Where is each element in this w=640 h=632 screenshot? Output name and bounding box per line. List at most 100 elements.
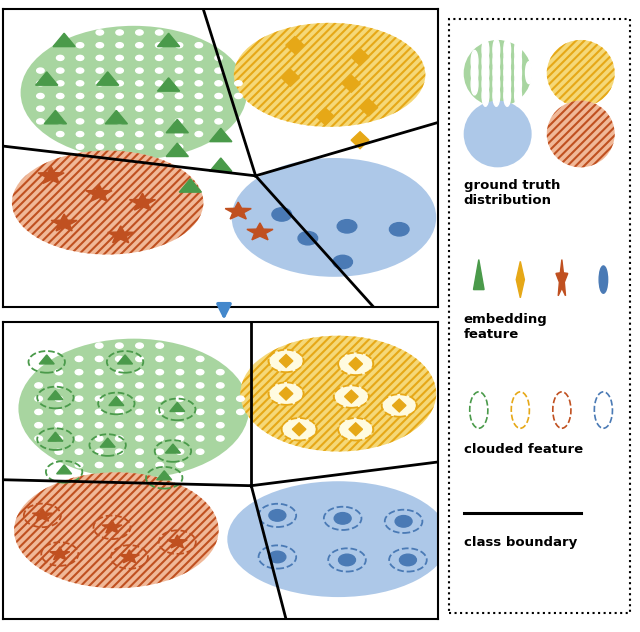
- Polygon shape: [210, 128, 232, 142]
- Circle shape: [237, 396, 244, 401]
- Circle shape: [136, 106, 143, 111]
- Circle shape: [196, 370, 204, 375]
- Circle shape: [136, 42, 143, 48]
- Circle shape: [36, 94, 44, 99]
- Polygon shape: [105, 111, 127, 124]
- Circle shape: [56, 119, 64, 124]
- Circle shape: [55, 370, 63, 375]
- Circle shape: [136, 94, 143, 99]
- Circle shape: [504, 51, 511, 72]
- Circle shape: [156, 356, 163, 362]
- Circle shape: [136, 423, 143, 428]
- Circle shape: [482, 62, 489, 83]
- Polygon shape: [39, 355, 54, 364]
- Polygon shape: [474, 260, 484, 289]
- Circle shape: [156, 106, 163, 111]
- Circle shape: [96, 94, 104, 99]
- Circle shape: [116, 30, 124, 35]
- Ellipse shape: [227, 481, 449, 597]
- Circle shape: [96, 106, 104, 111]
- Circle shape: [504, 39, 511, 61]
- Polygon shape: [38, 166, 64, 183]
- Polygon shape: [48, 391, 63, 399]
- Circle shape: [156, 94, 163, 99]
- Circle shape: [175, 81, 183, 86]
- Polygon shape: [286, 37, 304, 54]
- Polygon shape: [351, 131, 369, 149]
- Circle shape: [76, 68, 84, 73]
- Circle shape: [175, 94, 183, 99]
- Circle shape: [136, 370, 143, 375]
- Text: embedding
feature: embedding feature: [463, 313, 547, 341]
- Circle shape: [215, 119, 222, 124]
- Circle shape: [75, 463, 83, 468]
- Circle shape: [176, 356, 184, 362]
- Circle shape: [156, 42, 163, 48]
- Polygon shape: [157, 471, 172, 480]
- Circle shape: [76, 94, 84, 99]
- Circle shape: [504, 73, 511, 95]
- Polygon shape: [279, 355, 293, 367]
- Circle shape: [215, 106, 222, 111]
- Circle shape: [196, 423, 204, 428]
- Circle shape: [75, 383, 83, 388]
- Circle shape: [195, 94, 202, 99]
- Circle shape: [116, 436, 123, 441]
- Circle shape: [116, 42, 124, 48]
- Ellipse shape: [12, 150, 204, 255]
- Circle shape: [96, 119, 104, 124]
- Circle shape: [156, 68, 163, 73]
- Circle shape: [390, 222, 409, 236]
- Circle shape: [515, 85, 522, 106]
- Circle shape: [95, 396, 103, 401]
- Circle shape: [116, 449, 123, 454]
- Circle shape: [75, 410, 83, 415]
- Circle shape: [95, 449, 103, 454]
- Circle shape: [75, 370, 83, 375]
- Circle shape: [56, 56, 64, 61]
- Polygon shape: [33, 508, 52, 521]
- Circle shape: [482, 73, 489, 95]
- Ellipse shape: [234, 23, 426, 127]
- Polygon shape: [100, 438, 115, 447]
- Circle shape: [195, 106, 202, 111]
- Circle shape: [35, 396, 42, 401]
- Circle shape: [136, 449, 143, 454]
- Circle shape: [116, 423, 123, 428]
- Circle shape: [196, 449, 204, 454]
- Circle shape: [116, 383, 123, 388]
- Circle shape: [156, 396, 163, 401]
- Circle shape: [156, 119, 163, 124]
- Polygon shape: [44, 111, 67, 124]
- Circle shape: [75, 356, 83, 362]
- Circle shape: [96, 42, 104, 48]
- Circle shape: [237, 410, 244, 415]
- Circle shape: [116, 343, 123, 348]
- Polygon shape: [279, 387, 293, 400]
- Ellipse shape: [463, 100, 532, 167]
- Polygon shape: [165, 444, 180, 453]
- Polygon shape: [179, 179, 202, 192]
- Ellipse shape: [547, 100, 615, 167]
- Circle shape: [55, 383, 63, 388]
- Circle shape: [136, 383, 143, 388]
- Circle shape: [56, 106, 64, 111]
- Circle shape: [56, 81, 64, 86]
- Polygon shape: [120, 550, 140, 562]
- Polygon shape: [516, 262, 524, 298]
- Polygon shape: [108, 226, 134, 243]
- Polygon shape: [344, 390, 358, 403]
- Circle shape: [96, 131, 104, 137]
- Ellipse shape: [14, 472, 219, 588]
- Polygon shape: [210, 158, 232, 171]
- Circle shape: [116, 56, 124, 61]
- Circle shape: [471, 51, 478, 72]
- Circle shape: [76, 81, 84, 86]
- Circle shape: [35, 423, 42, 428]
- Circle shape: [36, 68, 44, 73]
- Polygon shape: [118, 355, 132, 364]
- Ellipse shape: [232, 158, 436, 277]
- Polygon shape: [109, 396, 124, 406]
- Circle shape: [196, 410, 204, 415]
- Circle shape: [195, 81, 202, 86]
